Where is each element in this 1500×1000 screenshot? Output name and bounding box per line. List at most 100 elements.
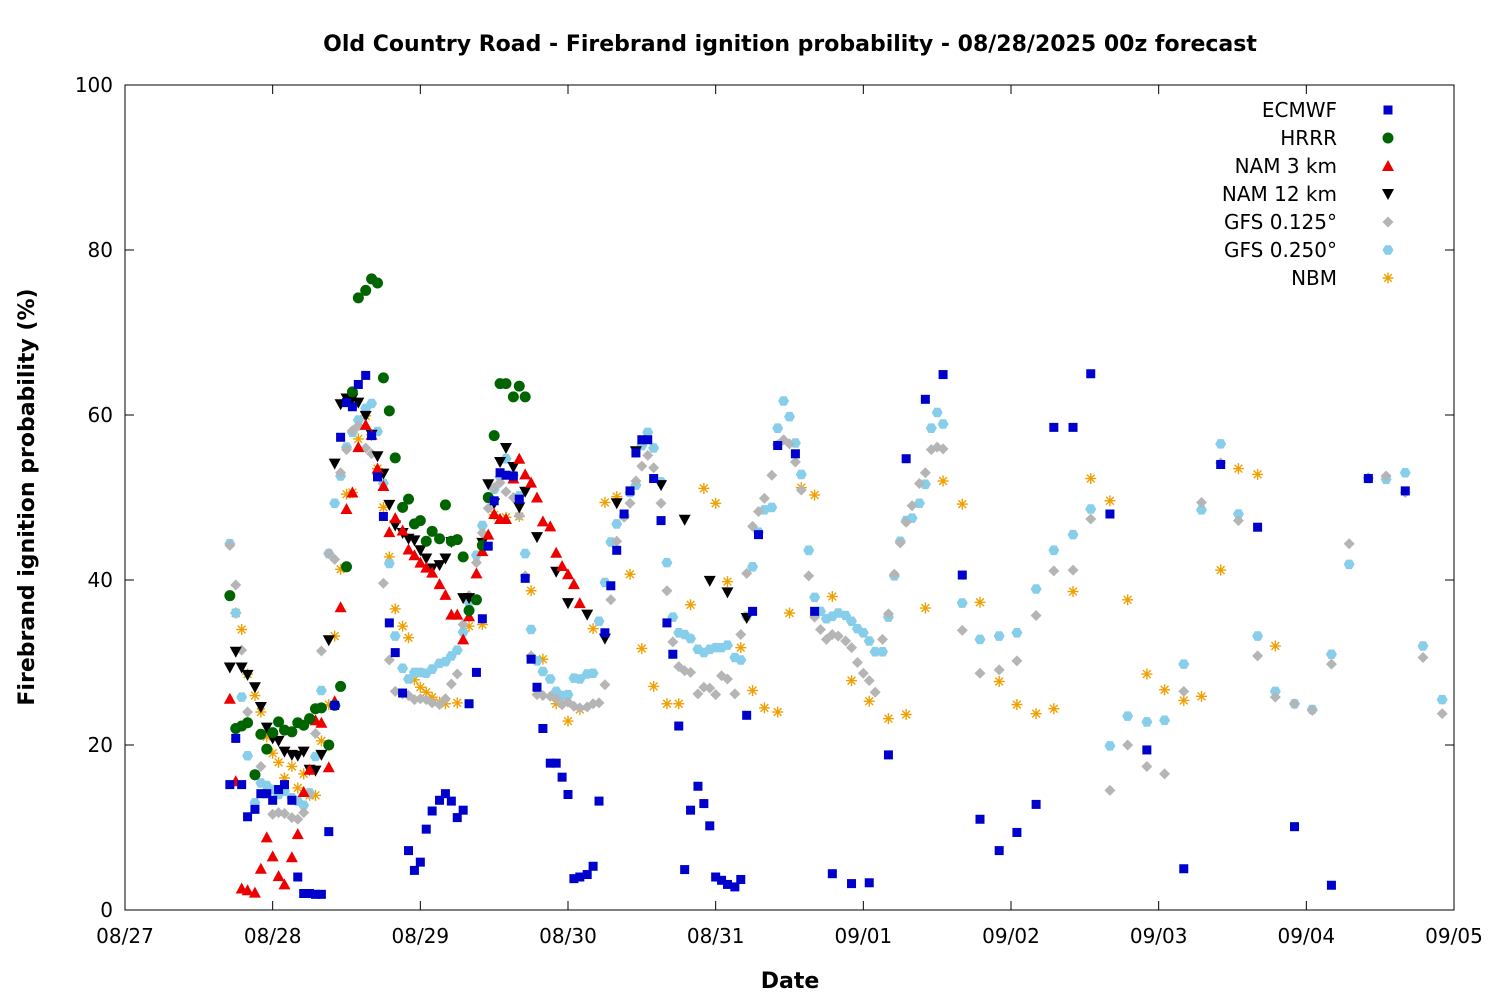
data-point (310, 889, 320, 899)
data-point (1363, 474, 1373, 484)
data-point (291, 828, 304, 840)
data-point (476, 520, 488, 531)
legend-marker (1382, 272, 1394, 284)
data-point (784, 438, 795, 450)
data-point (636, 460, 648, 472)
data-point (1178, 685, 1190, 697)
data-point (937, 419, 949, 429)
data-point (705, 821, 715, 831)
data-point (1122, 739, 1134, 751)
data-point (250, 804, 260, 814)
data-point (262, 789, 272, 799)
data-point (261, 743, 273, 755)
data-point (426, 697, 438, 709)
data-point (278, 878, 291, 890)
data-point (299, 889, 309, 898)
data-point (1141, 760, 1153, 772)
data-point (588, 861, 598, 871)
data-point (1343, 538, 1355, 550)
data-point (489, 496, 499, 506)
data-point (322, 761, 335, 773)
data-point (426, 566, 439, 578)
data-point (1325, 658, 1337, 670)
data-point (532, 682, 542, 692)
data-point (686, 805, 696, 815)
data-point (888, 568, 900, 580)
data-point (550, 546, 563, 558)
data-point (747, 685, 759, 697)
x-tick-label: 08/30 (539, 924, 597, 948)
data-point (499, 512, 512, 524)
data-point (662, 618, 672, 628)
y-axis: 0 20 40 60 80 100 (75, 73, 1454, 922)
y-tick-label: 100 (75, 73, 113, 97)
data-point (273, 756, 285, 768)
data-point (1216, 460, 1226, 469)
data-point (286, 760, 298, 772)
data-point (403, 632, 415, 644)
data-point (536, 515, 549, 527)
data-point (643, 435, 653, 445)
data-point (1306, 704, 1318, 716)
data-point (463, 605, 475, 617)
data-point (256, 789, 266, 799)
data-point (1141, 717, 1153, 727)
data-point (383, 405, 395, 417)
data-point (925, 423, 937, 433)
data-point (507, 461, 520, 473)
data-point (900, 516, 912, 528)
data-point (445, 678, 457, 690)
data-point (309, 727, 321, 739)
data-point (625, 486, 635, 496)
data-point (673, 698, 685, 710)
data-point (1232, 515, 1244, 527)
data-point (544, 520, 557, 532)
data-point (974, 596, 986, 608)
data-point (409, 865, 419, 875)
x-tick-label: 09/04 (1278, 924, 1336, 948)
data-point (840, 635, 852, 647)
data-point (347, 402, 357, 412)
data-point (248, 682, 261, 694)
y-tick-label: 60 (88, 403, 113, 427)
data-point (711, 872, 721, 882)
data-point (1122, 711, 1134, 721)
data-point (1269, 691, 1281, 703)
data-point (721, 673, 733, 685)
data-point (272, 735, 285, 747)
data-point (784, 607, 795, 619)
data-point (901, 454, 911, 464)
legend-marker (1382, 132, 1394, 144)
data-point (352, 441, 365, 453)
data-point (309, 765, 322, 777)
data-point (403, 493, 415, 505)
data-point (328, 458, 341, 470)
data-point (323, 548, 335, 560)
data-point (494, 457, 507, 469)
data-point (1011, 655, 1023, 667)
data-point (1252, 631, 1264, 641)
legend-marker (1382, 160, 1394, 171)
data-point (574, 674, 586, 684)
data-point (636, 642, 648, 654)
data-point (439, 588, 452, 600)
data-point (519, 468, 532, 480)
data-point (729, 688, 741, 700)
data-point (499, 443, 512, 454)
data-point (519, 391, 531, 403)
data-point (913, 477, 925, 489)
data-point (494, 477, 506, 489)
data-point (1105, 509, 1115, 519)
data-point (1232, 463, 1244, 475)
data-point (993, 631, 1005, 641)
data-point (722, 879, 732, 889)
data-point (315, 749, 328, 761)
data-point (864, 878, 874, 888)
data-point (267, 727, 279, 739)
data-point (272, 870, 285, 882)
data-point (471, 667, 481, 677)
data-point (919, 467, 931, 479)
data-point (758, 702, 770, 714)
data-point (773, 441, 783, 451)
